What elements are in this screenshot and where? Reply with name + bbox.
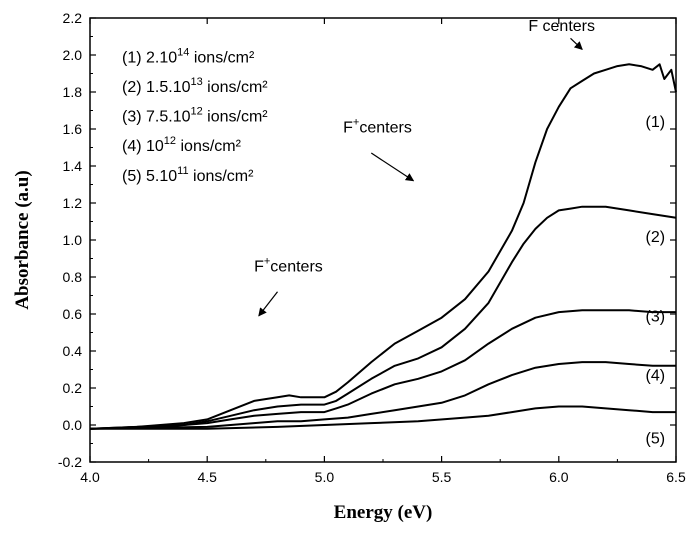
annotation-label-3: F+centers — [254, 255, 323, 275]
y-tick-label: 0.8 — [63, 269, 83, 285]
y-tick-label: 0.2 — [63, 380, 83, 396]
y-tick-label: 0.6 — [63, 306, 83, 322]
y-tick-label: 0.0 — [63, 417, 83, 433]
x-tick-label: 5.0 — [315, 469, 335, 485]
legend: (1) 2.1014 ions/cm²(2) 1.5.1013 ions/cm²… — [122, 46, 268, 184]
y-axis-title: Absorbance (a.u) — [12, 170, 33, 309]
legend-prefix: (4) 10 — [122, 138, 164, 155]
legend-prefix: (1) 2.10 — [122, 49, 177, 66]
x-tick-label: 6.5 — [666, 469, 686, 485]
x-axis-title: Energy (eV) — [334, 502, 433, 523]
x-tick-label: 5.5 — [432, 469, 452, 485]
y-tick-label: -0.2 — [58, 454, 82, 470]
annotation-sup: + — [353, 117, 359, 129]
legend-exponent: 11 — [177, 165, 188, 177]
y-tick-label: 2.2 — [63, 10, 83, 26]
series-line-5 — [90, 405, 676, 430]
series-line-2 — [89, 205, 677, 430]
series-line-4 — [89, 361, 676, 430]
data-series — [89, 63, 677, 430]
y-tick-label: 1.6 — [63, 121, 83, 137]
annotation-label-2: F+centers — [343, 117, 412, 137]
legend-item-1: (1) 2.1014 ions/cm² — [122, 46, 255, 66]
annotation-after: centers — [359, 120, 411, 137]
legend-exponent: 12 — [164, 135, 176, 147]
y-tick-label: 1.4 — [63, 158, 83, 174]
legend-prefix: (3) 7.5.10 — [122, 109, 191, 126]
series-label-5: (5) — [646, 431, 666, 448]
legend-suffix: ions/cm² — [203, 79, 269, 96]
series-label-2: (2) — [646, 229, 666, 246]
legend-suffix: ions/cm² — [203, 109, 269, 126]
series-labels: (1) (2) (3) (4) (5) — [646, 114, 666, 447]
series-line-1 — [89, 63, 677, 430]
annotation-arrow-3 — [258, 291, 278, 317]
y-tick-label: 1.2 — [63, 195, 83, 211]
legend-suffix: ions/cm² — [189, 168, 255, 185]
legend-exponent: 13 — [190, 76, 202, 88]
axis-ticks: 4.0 4.5 5.0 5.5 6.0 6.5 -0.2 0.0 0.2 0.4 0.6 0.8 1.0… — [58, 10, 686, 485]
y-tick-label: 1.8 — [63, 84, 83, 100]
legend-item-3: (3) 7.5.1012 ions/cm² — [122, 106, 268, 126]
legend-exponent: 14 — [177, 46, 189, 58]
legend-item-2: (2) 1.5.1013 ions/cm² — [122, 76, 268, 96]
annotation-arrow-2 — [370, 152, 415, 182]
annotation-text: F — [343, 120, 353, 137]
legend-prefix: (5) 5.10 — [122, 168, 177, 185]
legend-item-5: (5) 5.1011 ions/cm² — [122, 165, 254, 185]
y-tick-label: 1.0 — [63, 232, 83, 248]
series-line-3 — [89, 309, 676, 430]
x-tick-label: 4.5 — [197, 469, 217, 485]
legend-item-4: (4) 1012 ions/cm² — [122, 135, 242, 155]
series-label-3: (3) — [646, 308, 666, 325]
annotation-text: F — [254, 258, 264, 275]
series-label-1: (1) — [646, 114, 666, 131]
annotation-arrow-1 — [570, 37, 583, 51]
y-tick-label: 2.0 — [63, 47, 83, 63]
annotation-after: centers — [270, 258, 322, 275]
annotation-text: F centers — [528, 18, 595, 35]
legend-suffix: ions/cm² — [189, 49, 255, 66]
legend-prefix: (2) 1.5.10 — [122, 79, 191, 96]
legend-suffix: ions/cm² — [176, 138, 242, 155]
x-tick-label: 4.0 — [80, 469, 100, 485]
annotation-label-1: F centers — [528, 18, 595, 35]
y-tick-label: 0.4 — [63, 343, 83, 359]
series-label-4: (4) — [646, 368, 666, 385]
annotation-sup: + — [264, 255, 270, 267]
x-tick-label: 6.0 — [549, 469, 569, 485]
legend-exponent: 12 — [190, 106, 202, 118]
